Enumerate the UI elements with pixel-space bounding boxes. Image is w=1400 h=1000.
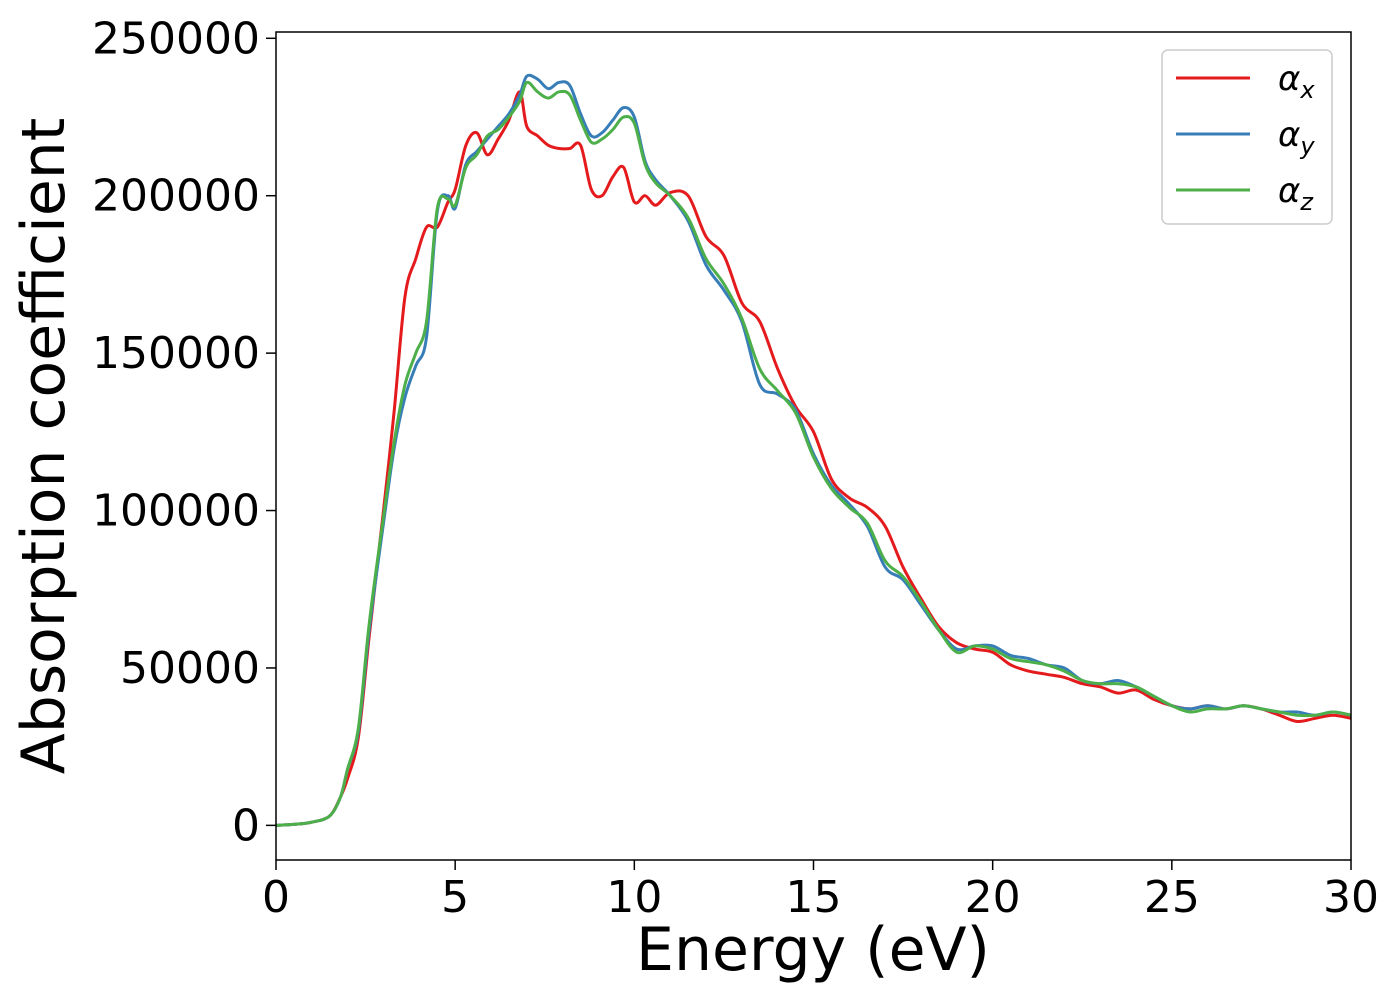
y-axis-label: Absorption coefficient — [9, 118, 79, 775]
legend: αx αy αz — [1161, 49, 1333, 225]
y-tick-label: 0 — [232, 800, 260, 851]
y-tick-label: 150000 — [92, 328, 260, 379]
legend-label-x: αx — [1278, 59, 1315, 104]
x-tick-label: 20 — [965, 872, 1021, 923]
x-axis-ticks: 0 5 10 15 20 25 30 — [262, 860, 1379, 923]
x-axis-label: Energy (eV) — [636, 915, 990, 985]
legend-box — [1161, 49, 1333, 225]
plot-lines — [275, 73, 1352, 827]
y-tick-label: 100000 — [92, 486, 260, 537]
y-axis-ticks: 0 50000 100000 150000 200000 250000 — [92, 13, 276, 851]
y-tick-label: 200000 — [92, 171, 260, 222]
x-tick-label: 25 — [1144, 872, 1200, 923]
y-tick-label: 50000 — [120, 643, 260, 694]
x-tick-label: 10 — [606, 872, 662, 923]
x-tick-label: 5 — [441, 872, 469, 923]
y-tick-label: 250000 — [92, 13, 260, 64]
series-line-x — [275, 90, 1352, 827]
legend-label-y: αy — [1278, 115, 1315, 160]
x-tick-label: 15 — [786, 872, 842, 923]
x-tick-label: 0 — [262, 872, 290, 923]
legend-label-z: αz — [1278, 171, 1314, 216]
x-tick-label: 30 — [1323, 872, 1379, 923]
series-line-z — [275, 80, 1352, 827]
